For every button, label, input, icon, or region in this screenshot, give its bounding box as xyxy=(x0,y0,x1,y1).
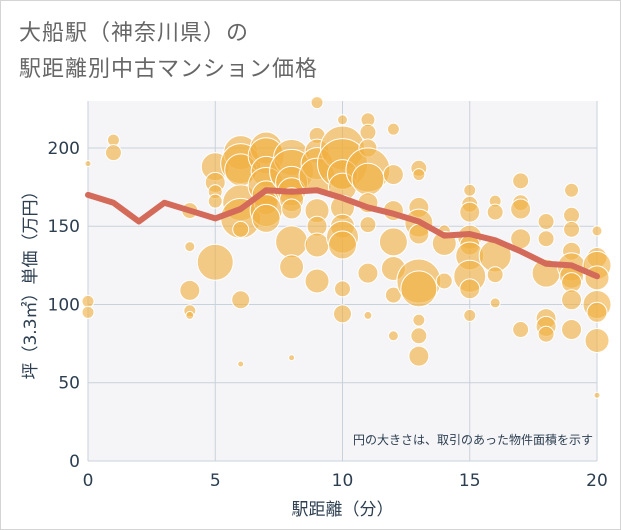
bubble-point xyxy=(251,203,281,233)
bubble-point xyxy=(586,301,608,323)
x-tick-label: 5 xyxy=(210,471,221,491)
bubble-point xyxy=(408,345,430,367)
y-tick-label: 150 xyxy=(48,217,80,237)
bubble-point xyxy=(333,304,352,324)
bubble-point xyxy=(351,162,385,196)
bubble-point xyxy=(81,305,95,319)
bubble-point xyxy=(584,327,610,353)
bubble-point xyxy=(410,327,428,345)
bubble-point xyxy=(184,241,196,253)
bubble-point xyxy=(512,172,530,190)
y-tick-label: 100 xyxy=(48,295,80,315)
bubble-point xyxy=(459,278,481,300)
bubble-point xyxy=(537,213,555,231)
bubble-point xyxy=(386,122,400,136)
bubble-point xyxy=(359,216,377,234)
x-tick-label: 15 xyxy=(459,471,481,491)
bubble-point xyxy=(334,280,351,298)
bubble-point xyxy=(412,313,426,327)
bubble-point xyxy=(310,96,324,110)
x-tick-label: 10 xyxy=(332,471,354,491)
bubble-point xyxy=(185,310,195,320)
bubble-point xyxy=(486,203,504,221)
bubble-point xyxy=(561,319,583,341)
chart-title-line-1: 大船駅（神奈川県）の xyxy=(19,21,250,46)
bubble-point xyxy=(237,360,245,368)
bubble-point xyxy=(593,391,601,399)
bubble-point xyxy=(486,266,504,284)
bubble-point xyxy=(512,321,530,339)
bubble-point xyxy=(463,183,477,197)
bubble-point xyxy=(387,330,399,342)
bubble-point xyxy=(81,294,95,308)
bubble-point xyxy=(231,290,251,310)
bubble-point xyxy=(279,254,305,280)
bubble-point xyxy=(179,279,201,301)
bubble-point xyxy=(382,164,404,186)
bubble-point xyxy=(359,123,377,141)
bubble-point xyxy=(304,268,330,294)
bubble-point xyxy=(435,272,453,290)
bubble-point xyxy=(400,270,438,308)
bubble-point xyxy=(275,225,309,259)
bubble-point xyxy=(281,198,303,220)
bubble-point xyxy=(378,227,408,257)
bubble-point xyxy=(363,310,373,320)
bubble-point xyxy=(510,198,532,220)
bubble-point xyxy=(489,297,501,309)
bubble-point xyxy=(328,230,357,260)
bubble-point xyxy=(412,168,426,182)
bubble-point xyxy=(537,230,555,248)
bubble-point xyxy=(288,354,296,362)
bubble-point xyxy=(563,220,581,238)
bubble-point xyxy=(537,325,555,343)
bubble-point xyxy=(357,262,379,284)
size-note: 円の大きさは、取引のあった物件面積を示す xyxy=(353,432,593,447)
y-tick-label: 0 xyxy=(69,452,80,472)
x-axis-label: 駅距離（分） xyxy=(292,500,394,520)
y-axis-label: 坪（3.3㎡）単価（万円） xyxy=(21,182,41,379)
y-tick-label: 200 xyxy=(48,139,80,159)
bubble-point xyxy=(104,144,122,162)
bubble-point xyxy=(564,182,580,198)
average-price-line xyxy=(85,187,600,280)
bubble-point xyxy=(463,308,477,322)
x-tick-label: 20 xyxy=(586,471,608,491)
bubble-point xyxy=(459,201,481,223)
bubble-point xyxy=(304,232,330,258)
bubble-point xyxy=(232,220,250,238)
bubble-point xyxy=(84,160,92,168)
y-tick-label: 50 xyxy=(58,374,80,394)
bubble-point xyxy=(561,289,583,311)
x-tick-label: 0 xyxy=(83,471,94,491)
bubble-point xyxy=(196,243,234,281)
bubble-point xyxy=(207,193,223,209)
bubble-point xyxy=(591,225,603,237)
chart-title-line-2: 駅距離別中古マンション価格 xyxy=(19,57,319,82)
bubble-point xyxy=(337,114,348,126)
